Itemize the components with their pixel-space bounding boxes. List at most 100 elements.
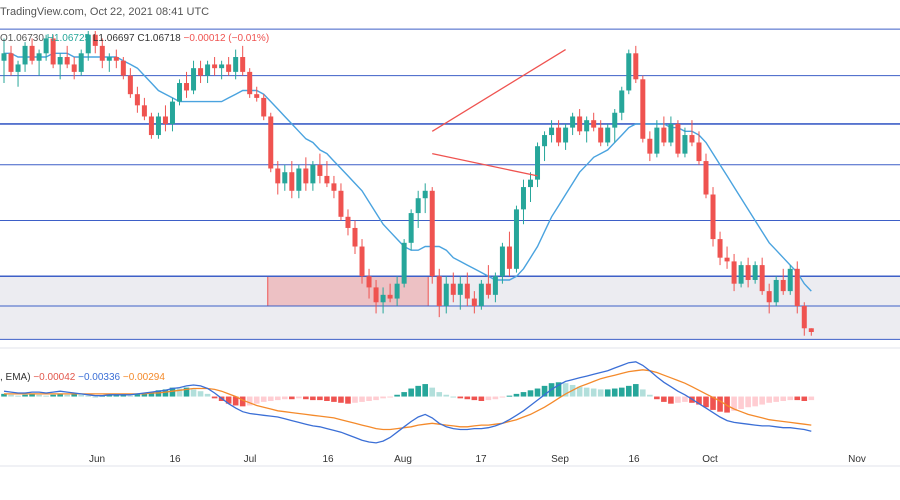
x-axis-label: Jul bbox=[244, 454, 257, 465]
macd-histogram-bar bbox=[478, 396, 485, 401]
candle-body bbox=[808, 328, 814, 332]
candle-body bbox=[226, 64, 232, 72]
macd-histogram-bar bbox=[43, 395, 49, 397]
candle-body bbox=[198, 68, 204, 76]
candle-body bbox=[387, 294, 393, 299]
macd-legend-prefix: , EMA) bbox=[0, 372, 31, 383]
macd-histogram-bar bbox=[282, 396, 288, 400]
x-axis-label: Oct bbox=[702, 454, 718, 465]
candle-body bbox=[584, 120, 590, 132]
candle-body bbox=[169, 101, 175, 124]
candle-body bbox=[345, 216, 351, 228]
macd-histogram-bar bbox=[15, 395, 21, 397]
macd-histogram-bar bbox=[1, 393, 7, 397]
macd-histogram-bar bbox=[317, 396, 323, 401]
x-axis-label: 17 bbox=[475, 454, 487, 465]
macd-histogram-bar bbox=[513, 393, 520, 397]
candle-body bbox=[654, 127, 660, 154]
macd-histogram-bar bbox=[253, 396, 260, 404]
candle-body bbox=[338, 190, 344, 217]
candle-body bbox=[780, 279, 786, 292]
candle-body bbox=[506, 246, 512, 269]
candle-body bbox=[184, 83, 190, 91]
macd-legend-signal: −0.00294 bbox=[122, 372, 165, 383]
macd-histogram-bar bbox=[604, 389, 611, 397]
macd-histogram-bar bbox=[654, 396, 660, 400]
macd-histogram-bar bbox=[738, 396, 744, 410]
candle-body bbox=[85, 34, 91, 54]
candle-body bbox=[289, 172, 295, 191]
macd-histogram-bar bbox=[808, 396, 815, 401]
candle-body bbox=[106, 57, 112, 61]
candle-body bbox=[478, 283, 484, 306]
macd-histogram-bar bbox=[71, 393, 77, 397]
macd-histogram-bar bbox=[246, 396, 253, 406]
macd-histogram-bar bbox=[85, 395, 92, 397]
x-axis-label: Jun bbox=[89, 454, 105, 465]
candle-body bbox=[64, 57, 70, 65]
x-axis-label: 16 bbox=[628, 454, 640, 465]
candle-body bbox=[29, 45, 35, 61]
macd-histogram-bar bbox=[415, 385, 421, 397]
candle-body bbox=[275, 168, 281, 184]
macd-histogram-bar bbox=[506, 395, 513, 397]
macd-histogram-bar bbox=[408, 388, 414, 397]
macd-histogram-bar bbox=[401, 392, 407, 397]
candle-body bbox=[317, 164, 323, 176]
candle-body bbox=[591, 120, 597, 128]
x-axis-label: Nov bbox=[848, 454, 866, 465]
candle-body bbox=[359, 246, 365, 277]
macd-histogram-bar bbox=[464, 396, 471, 400]
candle-body bbox=[240, 57, 246, 72]
macd-histogram-bar bbox=[745, 396, 751, 408]
macd-histogram-bar bbox=[78, 394, 85, 397]
candle-body bbox=[717, 239, 723, 258]
macd-histogram-bar bbox=[724, 396, 730, 413]
macd-histogram-bar bbox=[204, 393, 211, 397]
macd-histogram-bar bbox=[211, 396, 218, 399]
candle-body bbox=[57, 57, 63, 65]
legend-high: H1.06725 bbox=[46, 33, 91, 44]
candle-body bbox=[78, 53, 84, 72]
macd-histogram-bar bbox=[394, 394, 400, 397]
candle-body bbox=[801, 305, 807, 329]
macd-histogram-bar bbox=[471, 396, 478, 401]
candle-body bbox=[43, 38, 49, 54]
macd-histogram-bar bbox=[625, 385, 632, 397]
macd-histogram-bar bbox=[183, 387, 190, 397]
macd-histogram-bar bbox=[338, 396, 344, 403]
candle-body bbox=[162, 116, 168, 124]
candle-body bbox=[134, 94, 140, 106]
macd-histogram-bar bbox=[661, 396, 667, 402]
macd-legend: , EMA) −0.00042 −0.00336 −0.00294 bbox=[0, 372, 165, 383]
candle-body bbox=[738, 265, 744, 284]
candle-body bbox=[668, 123, 674, 143]
macd-histogram-bar bbox=[289, 396, 295, 400]
macd-histogram-bar bbox=[260, 396, 267, 402]
macd-histogram-bar bbox=[520, 392, 527, 397]
candle-body bbox=[759, 265, 765, 292]
candle-body bbox=[528, 179, 533, 188]
macd-histogram-bar bbox=[703, 396, 709, 408]
macd-histogram-bar bbox=[682, 396, 688, 402]
candle-body bbox=[675, 123, 681, 154]
macd-histogram-bar bbox=[366, 396, 372, 401]
candle-body bbox=[492, 276, 498, 295]
macd-histogram-bar bbox=[534, 388, 541, 397]
candle-body bbox=[513, 209, 519, 269]
candle-body bbox=[268, 116, 274, 169]
legend-low: L1.06697 bbox=[92, 33, 135, 44]
macd-histogram-bar bbox=[752, 396, 758, 407]
macd-histogram-bar bbox=[197, 391, 204, 397]
candle-body bbox=[247, 71, 253, 95]
x-axis-label: Aug bbox=[394, 454, 412, 465]
macd-histogram-bar bbox=[274, 396, 281, 401]
candle-body bbox=[366, 276, 372, 288]
macd-line bbox=[3, 361, 812, 444]
candle-body bbox=[612, 112, 618, 128]
candle-body bbox=[471, 298, 477, 306]
candle-body bbox=[310, 164, 316, 184]
timestamp: Oct 22, 2021 08:41 UTC bbox=[89, 6, 210, 18]
